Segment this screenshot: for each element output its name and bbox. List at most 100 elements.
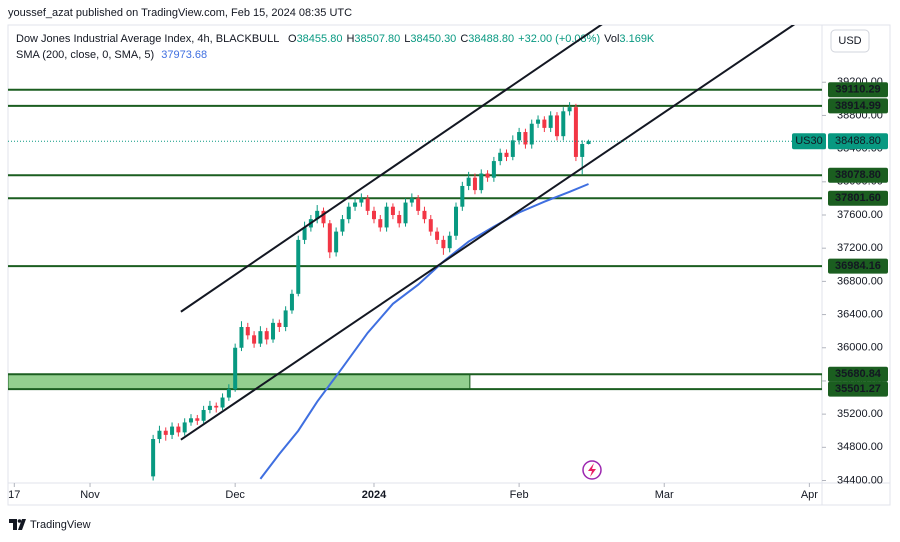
candle-body bbox=[321, 210, 326, 224]
candle-body bbox=[296, 239, 301, 294]
ohlc-value: 38450.30 bbox=[410, 33, 456, 45]
candle-body bbox=[479, 173, 484, 191]
candle-body bbox=[151, 439, 156, 477]
legend: Dow Jones Industrial Average Index, 4h, … bbox=[16, 33, 655, 45]
candle-body bbox=[561, 111, 566, 137]
candle-body bbox=[201, 409, 206, 421]
candle-body bbox=[472, 177, 477, 191]
level-label-box bbox=[828, 190, 888, 206]
candle-body bbox=[523, 132, 528, 145]
y-tick-label: 37600.00 bbox=[837, 209, 883, 221]
symbol-label: US30 bbox=[795, 135, 823, 147]
candle-body bbox=[548, 115, 553, 128]
candle-body bbox=[390, 206, 395, 216]
candle-body bbox=[466, 177, 471, 186]
level-label-box bbox=[828, 98, 888, 114]
ohlc-label: L bbox=[404, 33, 410, 45]
candle-body bbox=[195, 418, 200, 421]
currency[interactable]: USD bbox=[838, 35, 861, 47]
candle-body bbox=[340, 219, 345, 232]
ohlc-value: 38455.80 bbox=[297, 33, 343, 45]
vol-value: 3.169K bbox=[619, 33, 655, 45]
zone-extension bbox=[469, 373, 822, 390]
candle-body bbox=[498, 152, 503, 162]
candle-body bbox=[416, 198, 421, 211]
candle-body bbox=[157, 430, 162, 440]
candle-body bbox=[403, 202, 408, 224]
candle-body bbox=[586, 141, 591, 144]
candle-body bbox=[214, 405, 219, 408]
level-label: 38078.80 bbox=[835, 169, 881, 181]
level-label-box bbox=[828, 167, 888, 183]
x-tick-label: Feb bbox=[510, 489, 529, 501]
level-label: 36984.16 bbox=[835, 260, 881, 272]
candle-body bbox=[422, 210, 427, 220]
published: youssef_azat published on TradingView.co… bbox=[8, 7, 352, 19]
indicator-name: SMA (200, close, 0, SMA, 5) bbox=[16, 49, 154, 61]
candle-body bbox=[567, 107, 572, 112]
candle-body bbox=[510, 140, 515, 157]
candle-body bbox=[302, 227, 307, 240]
y-tick-label: 34800.00 bbox=[837, 441, 883, 453]
candle-body bbox=[397, 215, 402, 224]
level-label-box bbox=[828, 82, 888, 98]
candle-body bbox=[460, 185, 465, 207]
level-label: 35680.84 bbox=[835, 368, 882, 380]
x-tick-label: Dec bbox=[225, 489, 245, 501]
x-tick-label: 2024 bbox=[362, 489, 387, 501]
candle-body bbox=[271, 322, 276, 340]
candle-body bbox=[536, 119, 541, 124]
candle-body bbox=[289, 293, 294, 311]
candle-body bbox=[447, 235, 452, 249]
candle-body bbox=[504, 152, 509, 157]
candle-body bbox=[409, 198, 414, 203]
candle-body bbox=[220, 397, 225, 408]
currency-button[interactable] bbox=[830, 29, 870, 53]
plot-area bbox=[8, 25, 822, 481]
candle-body bbox=[182, 422, 187, 433]
y-tick-label: 36400.00 bbox=[837, 308, 883, 320]
price-label: 38488.80 bbox=[835, 135, 881, 147]
chart-frame bbox=[7, 24, 891, 506]
candle-body bbox=[252, 335, 257, 344]
ohlc-value: 38488.80 bbox=[468, 33, 514, 45]
level-label-box bbox=[828, 366, 888, 382]
candle-body bbox=[245, 327, 250, 336]
price-box bbox=[828, 133, 888, 150]
candle-body bbox=[170, 426, 175, 435]
candle-body bbox=[346, 206, 351, 220]
candle-body bbox=[264, 331, 269, 340]
candle-body bbox=[435, 231, 440, 240]
x-tick-label: Nov bbox=[80, 489, 100, 501]
symbol-box bbox=[792, 133, 826, 150]
candle-body bbox=[226, 389, 231, 398]
zone bbox=[8, 373, 471, 390]
candle-body bbox=[163, 430, 168, 435]
candle-body bbox=[258, 331, 263, 344]
candle-body bbox=[315, 210, 320, 220]
ohlc-label: H bbox=[346, 33, 354, 45]
trend-line bbox=[180, 25, 796, 441]
level-label: 37801.60 bbox=[835, 192, 881, 204]
level-label-box bbox=[828, 258, 888, 274]
candle-body bbox=[334, 231, 339, 253]
instrument: Dow Jones Industrial Average Index, 4h, … bbox=[16, 33, 279, 45]
change: +32.00 (+0.08%) bbox=[518, 33, 600, 45]
candle-body bbox=[485, 173, 490, 178]
indicator-value: 37973.68 bbox=[161, 49, 207, 61]
ohlc-label: C bbox=[460, 33, 468, 45]
flash-icon[interactable] bbox=[582, 460, 602, 480]
candle-body bbox=[517, 132, 522, 141]
candle-body bbox=[454, 206, 459, 236]
ohlc-label: O bbox=[288, 33, 297, 45]
level-label: 38914.99 bbox=[835, 100, 881, 112]
candle-body bbox=[277, 322, 282, 328]
level-label: 39110.29 bbox=[835, 84, 880, 96]
candle-body bbox=[239, 327, 244, 348]
level-label: 35501.27 bbox=[835, 383, 881, 395]
y-tick-label: 36800.00 bbox=[837, 275, 883, 287]
candle-body bbox=[428, 219, 433, 232]
brand-logo bbox=[9, 519, 26, 530]
